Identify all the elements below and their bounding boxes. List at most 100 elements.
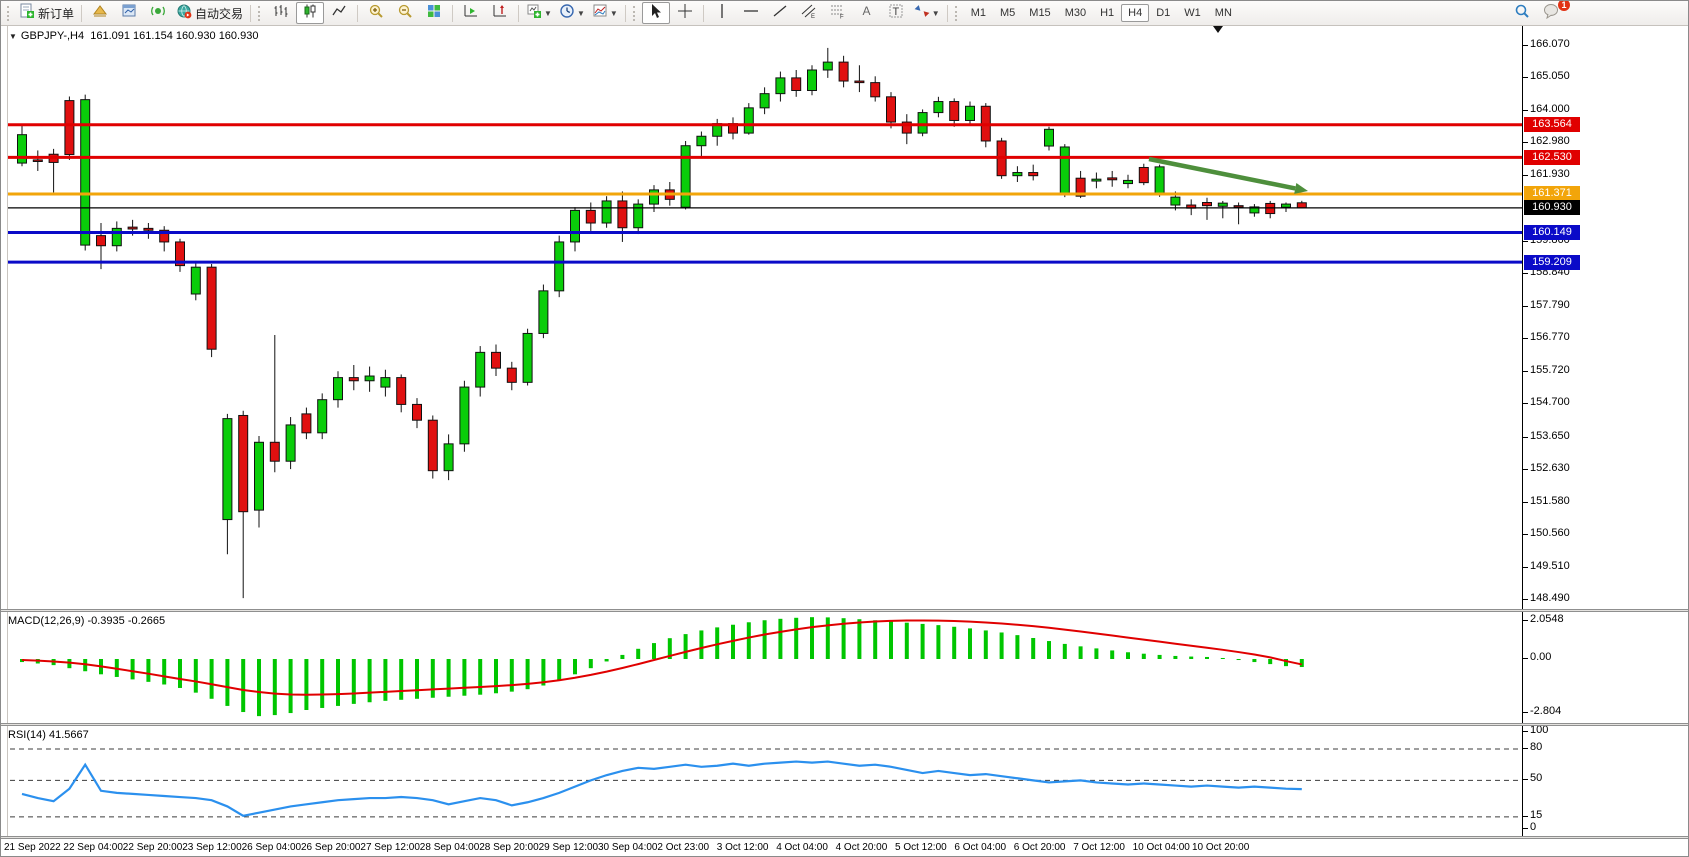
chat-button[interactable]: 1 bbox=[1537, 1, 1570, 24]
macd-histogram-bar bbox=[889, 621, 893, 659]
candle bbox=[838, 55, 849, 88]
crosshair-icon bbox=[677, 3, 693, 24]
text-label-tool-button[interactable]: T bbox=[882, 2, 910, 24]
autotrading-button[interactable]: 自动交易 bbox=[173, 2, 246, 24]
market-watch-button[interactable] bbox=[86, 2, 114, 24]
timeframe-button-H1[interactable]: H1 bbox=[1100, 7, 1115, 19]
data-window-button[interactable] bbox=[115, 2, 143, 24]
toolbar-grip[interactable] bbox=[954, 5, 960, 21]
panel-splitter[interactable] bbox=[1, 723, 1688, 726]
macd-indicator-pane[interactable] bbox=[1, 612, 1522, 723]
toolbar-grip[interactable] bbox=[632, 5, 638, 21]
toolbar-grip[interactable] bbox=[7, 5, 12, 21]
macd-histogram-bar bbox=[541, 659, 546, 686]
candle bbox=[459, 380, 470, 452]
macd-histogram-bar bbox=[193, 659, 198, 693]
candle-body bbox=[1123, 179, 1133, 185]
macd-histogram-bar bbox=[304, 659, 309, 710]
candle bbox=[1202, 197, 1212, 220]
trendline-tool-button[interactable] bbox=[766, 2, 794, 24]
signals-button[interactable] bbox=[144, 2, 172, 24]
macd-histogram-bar bbox=[399, 659, 404, 700]
candle bbox=[870, 76, 881, 102]
svg-text:E: E bbox=[811, 14, 815, 19]
candle-body bbox=[585, 209, 596, 224]
rsi-label: RSI(14) 41.5667 bbox=[8, 729, 89, 741]
timeframe-button-MN[interactable]: MN bbox=[1214, 7, 1232, 19]
timeframe-button-M1[interactable]: M1 bbox=[970, 7, 986, 19]
rsi-indicator-pane[interactable] bbox=[1, 726, 1522, 836]
candlestick-chart-button[interactable] bbox=[296, 2, 325, 24]
line-chart-icon bbox=[331, 3, 347, 24]
price-axis-tick: 148.490 bbox=[1523, 592, 1570, 605]
resistance-line-price-badge: 163.564 bbox=[1524, 117, 1580, 133]
candle-body bbox=[380, 377, 391, 388]
arrows-tool-button[interactable]: ▼ bbox=[911, 2, 943, 24]
autotrading-label: 自动交易 bbox=[195, 6, 244, 21]
macd-histogram-bar bbox=[225, 659, 230, 706]
cursor-tool-button[interactable] bbox=[641, 2, 670, 24]
candle-body bbox=[680, 145, 691, 208]
macd-histogram-bar bbox=[351, 659, 356, 704]
candle bbox=[680, 140, 691, 210]
timeframe-button-M5[interactable]: M5 bbox=[1000, 7, 1016, 19]
chart-title: ▼ GBPJPY-,H4 161.091 161.154 160.930 160.… bbox=[9, 30, 258, 42]
price-chart-pane[interactable] bbox=[1, 25, 1522, 609]
candlestick-chart-icon bbox=[302, 3, 318, 24]
macd-histogram-bar bbox=[999, 632, 1004, 659]
time-axis-label: 4 Oct 04:00 bbox=[776, 842, 828, 853]
chevron-down-icon: ▼ bbox=[931, 8, 940, 18]
panel-splitter[interactable] bbox=[1, 609, 1688, 612]
timeframe-button-H4[interactable]: H4 bbox=[1121, 4, 1150, 22]
horizontal-line-icon bbox=[743, 3, 759, 24]
bar-chart-button[interactable] bbox=[267, 2, 295, 24]
indicators-button[interactable]: ▼ bbox=[589, 2, 621, 24]
timeframe-button-M30[interactable]: M30 bbox=[1064, 7, 1087, 19]
chart-title-collapse-icon[interactable]: ▼ bbox=[9, 32, 17, 41]
macd-histogram-bar bbox=[1236, 659, 1241, 661]
svg-text:F: F bbox=[840, 14, 844, 19]
candle-body bbox=[190, 266, 201, 295]
timeframe-button-W1[interactable]: W1 bbox=[1184, 7, 1201, 19]
price-axis[interactable]: 166.070165.050164.000162.980161.930159.8… bbox=[1522, 1, 1688, 856]
time-axis-label: 4 Oct 20:00 bbox=[835, 842, 888, 853]
new-chart-button[interactable]: ▼ bbox=[523, 2, 555, 24]
new-order-button[interactable]: 新订单 bbox=[16, 2, 77, 24]
chart-shift-button[interactable] bbox=[486, 2, 514, 24]
candle-body bbox=[506, 367, 517, 383]
candle bbox=[190, 260, 201, 301]
zoom-out-button[interactable] bbox=[391, 2, 419, 24]
signals-icon bbox=[150, 3, 166, 24]
horizontal-line-tool-button[interactable] bbox=[737, 2, 765, 24]
panel-splitter[interactable] bbox=[1, 836, 1688, 839]
candle bbox=[143, 223, 154, 239]
tile-windows-button[interactable] bbox=[420, 2, 448, 24]
search-button[interactable] bbox=[1508, 2, 1536, 24]
zoom-in-button[interactable] bbox=[362, 2, 390, 24]
candle-body bbox=[917, 112, 928, 134]
auto-scroll-button[interactable] bbox=[457, 2, 485, 24]
macd-histogram-bar bbox=[778, 618, 783, 659]
current-price-line-price-badge: 160.930 bbox=[1524, 200, 1580, 216]
candle-body bbox=[807, 69, 817, 92]
toolbar-grip[interactable] bbox=[258, 5, 263, 21]
line-chart-button[interactable] bbox=[325, 2, 353, 24]
candle-body bbox=[238, 414, 249, 513]
macd-histogram-bar bbox=[1157, 654, 1162, 659]
time-axis[interactable]: 21 Sep 2022 22 Sep 04:00 22 Sep 20:00 23 Se… bbox=[1, 839, 1688, 856]
candle bbox=[854, 65, 865, 93]
vertical-line-tool-button[interactable] bbox=[708, 2, 736, 24]
crosshair-tool-button[interactable] bbox=[671, 2, 699, 24]
text-tool-button[interactable]: A bbox=[853, 2, 881, 24]
macd-histogram-bar bbox=[1094, 648, 1099, 659]
candle bbox=[743, 103, 754, 135]
timeframe-button-D1[interactable]: D1 bbox=[1156, 7, 1171, 19]
profiles-button[interactable]: ▼ bbox=[556, 2, 588, 24]
equidistant-channel-tool-button[interactable]: E bbox=[795, 2, 823, 24]
candle bbox=[933, 96, 944, 118]
timeframe-button-M15[interactable]: M15 bbox=[1029, 7, 1051, 19]
candle-body bbox=[1249, 206, 1260, 214]
time-axis-label: 22 Sep 04:00 bbox=[63, 842, 123, 853]
candle-body bbox=[175, 241, 185, 267]
fibonacci-tool-button[interactable]: F bbox=[824, 2, 852, 24]
